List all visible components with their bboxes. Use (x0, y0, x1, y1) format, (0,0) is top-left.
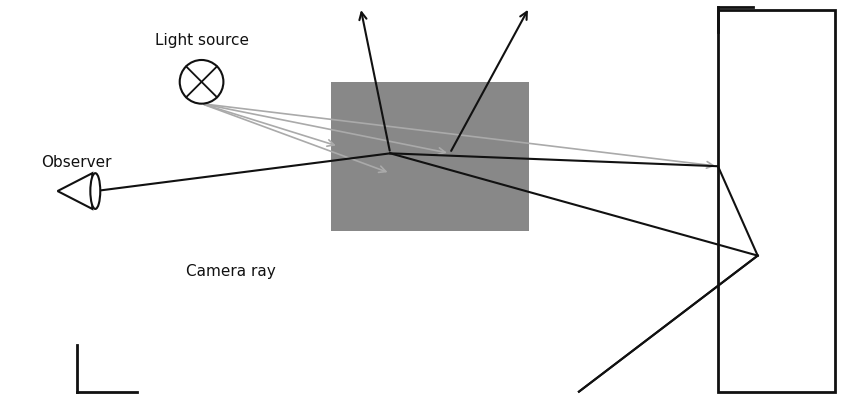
Polygon shape (58, 174, 92, 209)
Text: Light source: Light source (154, 33, 249, 48)
Ellipse shape (90, 174, 101, 209)
Bar (718, 11, 835, 392)
Text: Observer: Observer (41, 154, 111, 169)
Bar (331, 83, 529, 231)
Circle shape (180, 61, 223, 104)
Text: Camera ray: Camera ray (187, 263, 276, 278)
